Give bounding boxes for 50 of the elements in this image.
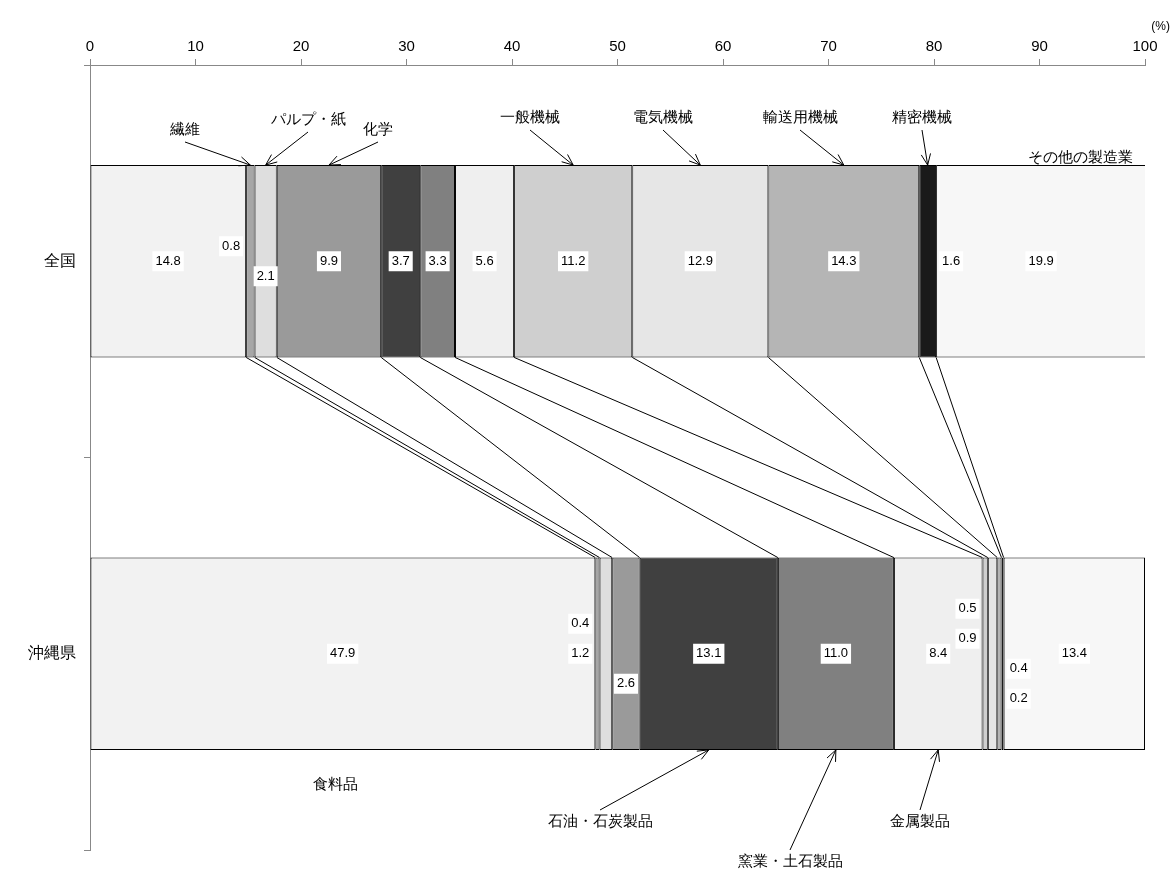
series-label: 食料品 bbox=[312, 775, 358, 793]
x-tick-label: 80 bbox=[925, 37, 943, 55]
x-tick-label: 60 bbox=[714, 37, 732, 55]
data-label: 0.5 bbox=[958, 600, 977, 616]
x-tick-label: 100 bbox=[1132, 37, 1158, 55]
data-label: 0.4 bbox=[1009, 660, 1028, 676]
text: 金属製品 bbox=[890, 812, 950, 830]
text: パルプ・紙 bbox=[269, 110, 346, 128]
data-label: 12.9 bbox=[687, 252, 713, 268]
data-label: 11.2 bbox=[561, 252, 586, 268]
data-label: 0.4 bbox=[571, 615, 590, 631]
y-tick-label: 沖縄県 bbox=[28, 644, 76, 662]
series-label: その他の製造業 bbox=[1027, 148, 1133, 166]
x-tick-label: 50 bbox=[609, 37, 626, 55]
x-tick-label: 20 bbox=[292, 37, 310, 55]
data-label: 14.8 bbox=[155, 252, 181, 268]
text: 一般機械 bbox=[500, 108, 560, 126]
x-tick-label: 0 bbox=[85, 37, 95, 55]
x-tick-label: 40 bbox=[503, 37, 521, 55]
data-label: 2.1 bbox=[256, 267, 275, 283]
data-label: 8.4 bbox=[929, 645, 948, 661]
text: 窯業・土石製品 bbox=[737, 852, 843, 870]
text: 精密機械 bbox=[892, 108, 952, 126]
x-tick-label: 30 bbox=[398, 37, 415, 55]
text: 輸送用機械 bbox=[762, 108, 838, 126]
data-label: 1.6 bbox=[942, 252, 961, 268]
text: 繊維 bbox=[169, 120, 200, 138]
data-label: 0.2 bbox=[1009, 690, 1028, 706]
data-label: 13.4 bbox=[1061, 645, 1087, 661]
x-tick-label: 90 bbox=[1031, 37, 1048, 55]
data-label: 47.9 bbox=[330, 645, 356, 661]
x-axis-title: (%) bbox=[1151, 19, 1170, 33]
data-label: 5.6 bbox=[475, 252, 494, 268]
data-label: 0.8 bbox=[222, 237, 241, 253]
data-label: 1.2 bbox=[571, 645, 590, 661]
data-label: 11.0 bbox=[823, 645, 849, 661]
data-label: 19.9 bbox=[1028, 252, 1054, 268]
text: 電気機械 bbox=[633, 108, 693, 126]
y-tick-label: 全国 bbox=[44, 251, 76, 269]
data-label: 9.9 bbox=[319, 252, 338, 268]
data-label: 0.9 bbox=[958, 630, 977, 646]
x-tick-label: 70 bbox=[820, 37, 837, 55]
data-label: 13.1 bbox=[696, 645, 722, 661]
data-label: 2.6 bbox=[616, 675, 635, 691]
data-label: 3.3 bbox=[428, 252, 447, 268]
text: 石油・石炭製品 bbox=[547, 812, 653, 830]
x-tick-label: 10 bbox=[187, 37, 204, 55]
series-label: 化学 bbox=[363, 120, 393, 138]
data-label: 3.7 bbox=[391, 252, 410, 268]
data-label: 14.3 bbox=[831, 252, 857, 268]
